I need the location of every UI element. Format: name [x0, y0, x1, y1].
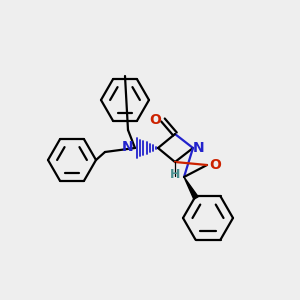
Text: H: H — [170, 167, 180, 181]
Text: N: N — [193, 141, 205, 155]
Polygon shape — [184, 177, 198, 199]
Text: O: O — [209, 158, 221, 172]
Text: O: O — [149, 113, 161, 127]
Text: N: N — [122, 140, 134, 154]
